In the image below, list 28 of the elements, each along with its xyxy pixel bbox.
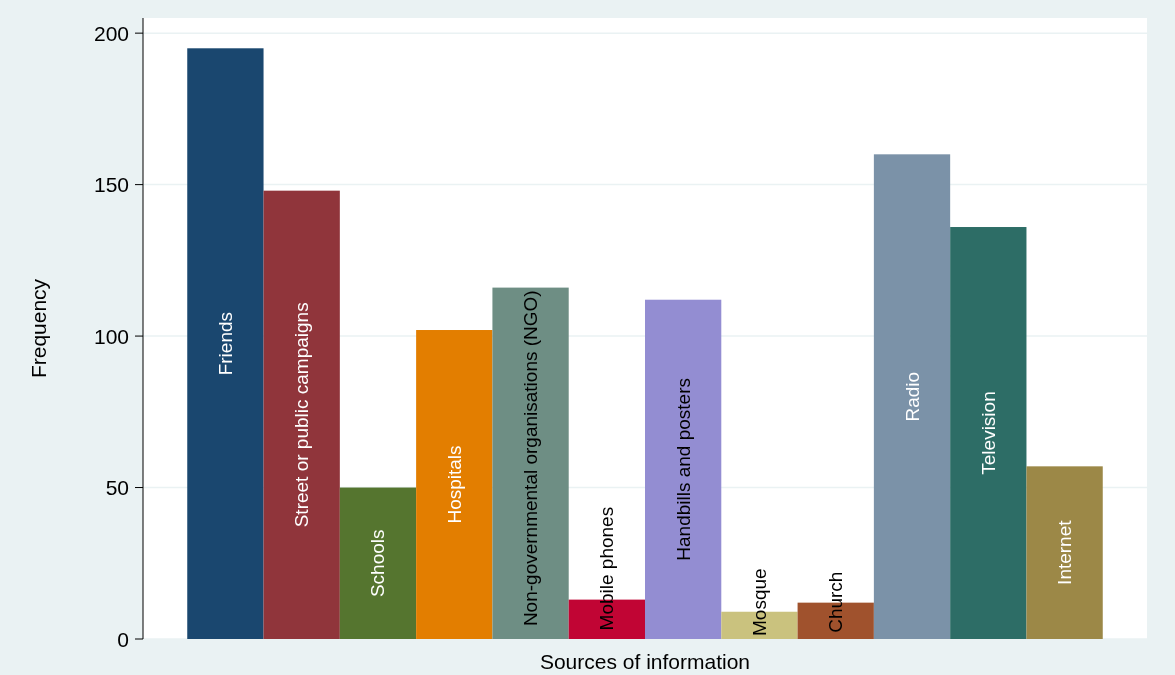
bar (263, 190, 340, 639)
x-tick-label: Street or public campaigns (291, 302, 313, 528)
bar (187, 48, 264, 639)
bar (492, 287, 569, 639)
y-axis-title: Frequency (26, 278, 50, 379)
y-tick-label: 100 (93, 324, 129, 348)
x-tick-label: Friends (214, 311, 236, 376)
bar (645, 299, 722, 639)
bar (873, 154, 951, 639)
x-tick-label: Hospitals (443, 445, 465, 524)
bar (950, 227, 1027, 639)
x-tick-label: Handbills and posters (672, 378, 694, 561)
x-tick-label: Mosque (748, 568, 770, 636)
bar (339, 487, 417, 639)
x-axis-title: Sources of information (539, 649, 751, 673)
y-tick-label: 200 (93, 21, 129, 45)
x-tick-label: Internet (1054, 519, 1076, 585)
y-tick-label: 0 (117, 627, 129, 651)
x-tick-label: Television (977, 391, 999, 475)
y-tick-label: 150 (93, 173, 129, 197)
x-tick-label: Church (825, 571, 847, 633)
x-tick-label: Mobile phones (596, 506, 618, 631)
bar (416, 330, 493, 639)
x-tick-label: Schools (367, 529, 389, 598)
y-tick-label: 50 (105, 476, 129, 500)
x-tick-label: Non-governmental organisations (NGO) (520, 290, 542, 627)
bar (1026, 466, 1103, 639)
x-tick-label: Radio (901, 371, 923, 422)
